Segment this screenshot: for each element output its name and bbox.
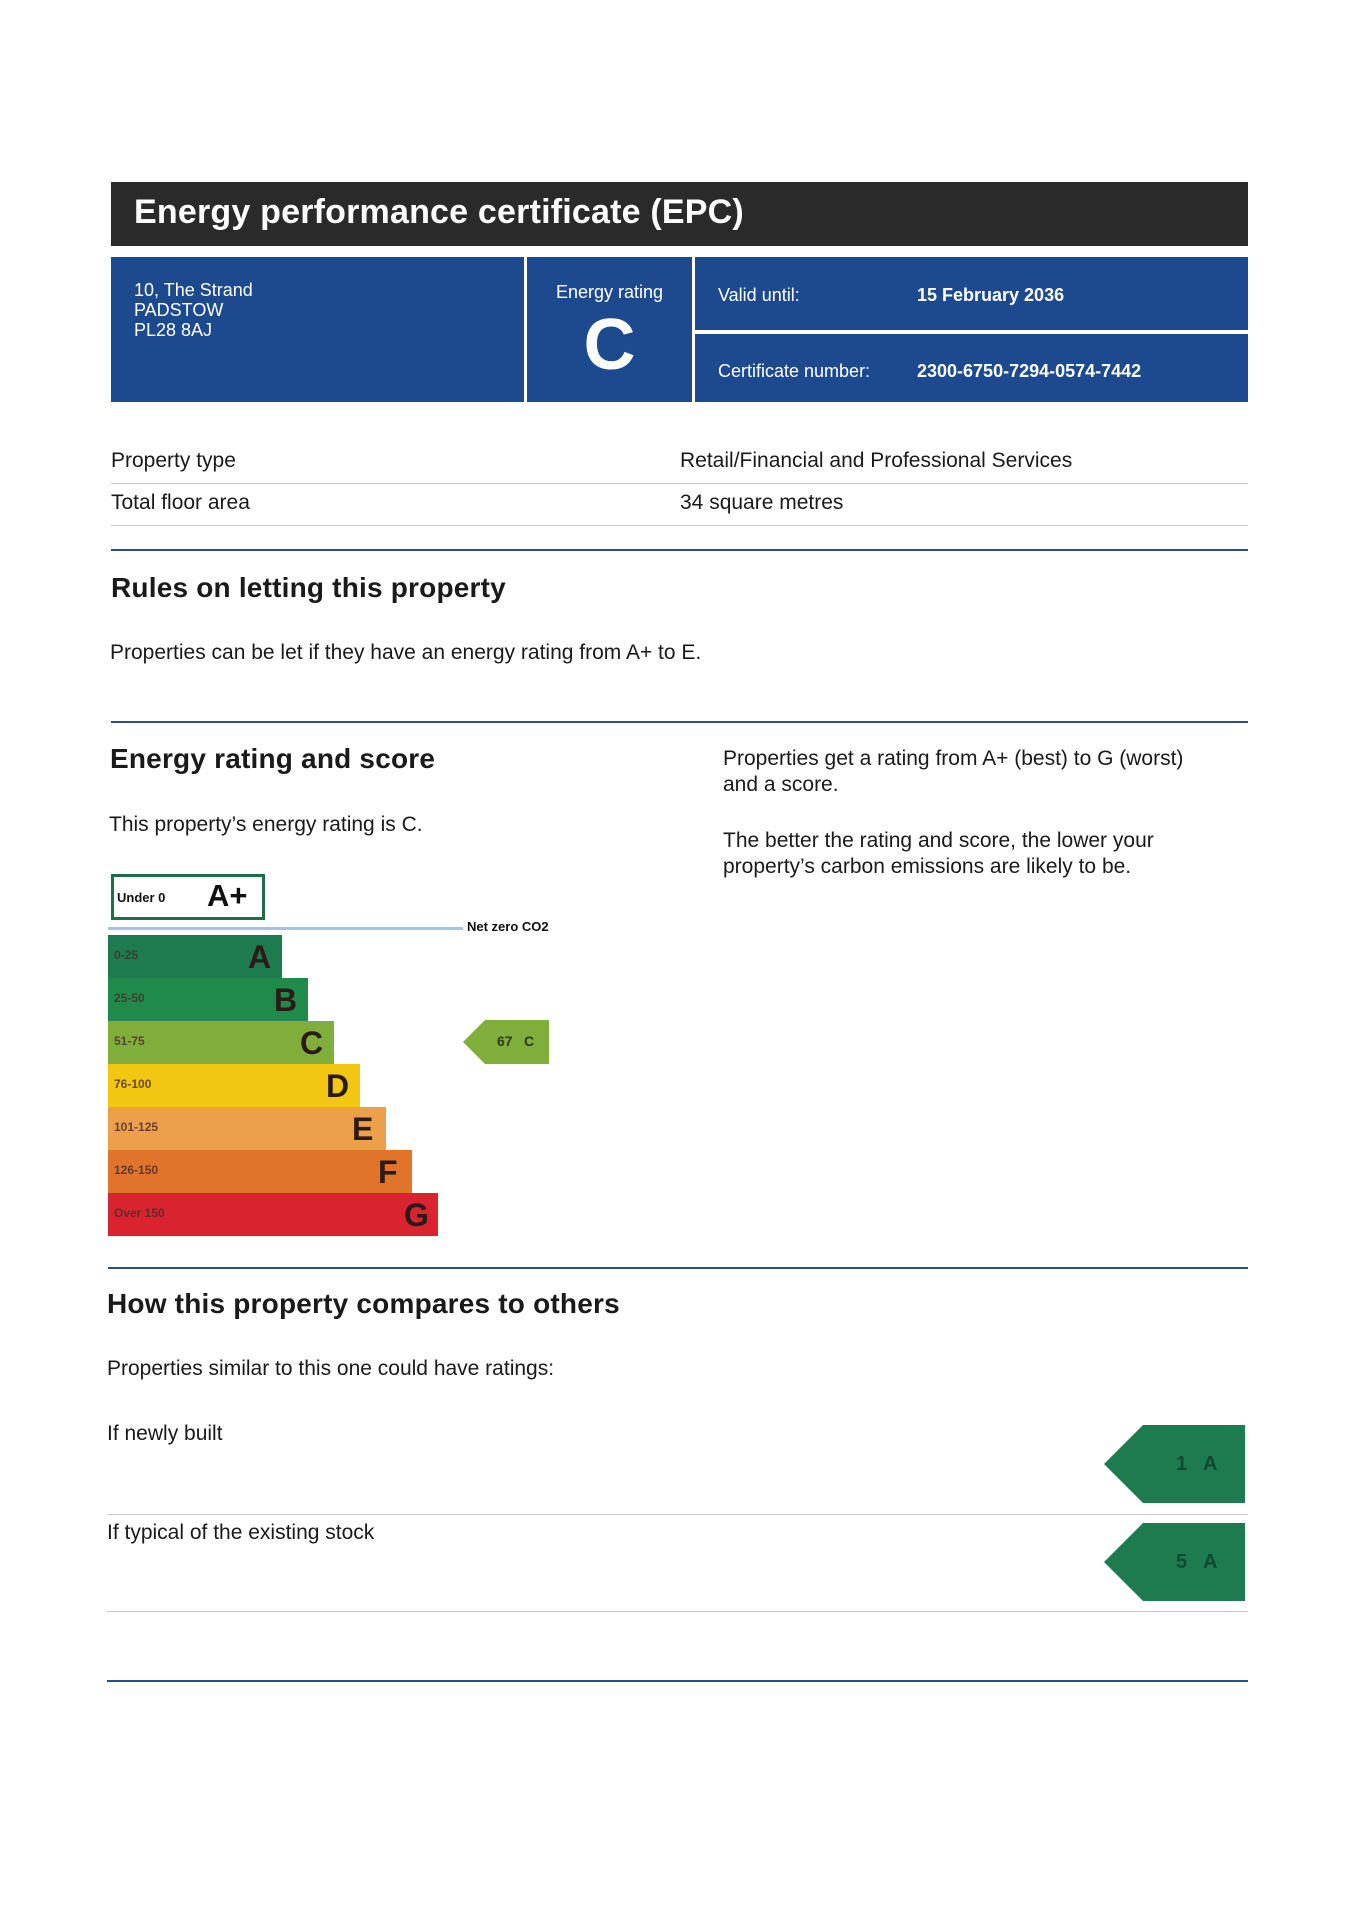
rating-band-aplus: Under 0 A+ <box>111 874 265 920</box>
rating-band-b: 25-50 B <box>108 978 308 1021</box>
divider <box>107 1611 1248 1612</box>
band-range: 126-150 <box>114 1163 159 1177</box>
band-range: 101-125 <box>114 1120 159 1134</box>
rating-info-line-3: The better the rating and score, the low… <box>723 829 1154 852</box>
compare-arrow <box>1104 1523 1245 1601</box>
compare-letter: A <box>1203 1551 1218 1573</box>
band-letter: F <box>378 1154 398 1190</box>
band-range-aplus: Under 0 <box>117 890 166 905</box>
current-score: 67 <box>497 1033 513 1049</box>
band-range: 76-100 <box>114 1077 152 1091</box>
property-type-value: Retail/Financial and Professional Servic… <box>680 449 1073 472</box>
rating-info-line-4: property’s carbon emissions are likely t… <box>723 855 1132 878</box>
certificate-title: Energy performance certificate (EPC) <box>134 193 744 231</box>
band-letter: E <box>352 1111 374 1147</box>
rating-band-c: 51-75 C <box>108 1021 334 1064</box>
band-letter-aplus: A+ <box>207 878 248 913</box>
valid-until-box: Valid until: 15 February 2036 <box>695 257 1248 330</box>
rating-heading: Energy rating and score <box>110 743 436 774</box>
band-letter: A <box>248 939 272 975</box>
valid-until-label: Valid until: <box>718 285 800 305</box>
certificate-number-label: Certificate number: <box>718 361 871 381</box>
band-range: Over 150 <box>114 1206 165 1220</box>
address-line-2: PADSTOW <box>134 300 224 320</box>
band-range: 0-25 <box>114 948 139 962</box>
address-line-3: PL28 8AJ <box>134 320 213 340</box>
address-line-1: 10, The Strand <box>134 280 253 300</box>
compare-row-label: If typical of the existing stock <box>107 1521 375 1544</box>
rating-info-line-1: Properties get a rating from A+ (best) t… <box>723 747 1184 770</box>
compare-arrow <box>1104 1425 1245 1503</box>
compare-heading: How this property compares to others <box>107 1288 620 1319</box>
address-box: 10, The Strand PADSTOW PL28 8AJ <box>111 257 524 402</box>
compare-score: 5 <box>1176 1551 1188 1573</box>
compare-score: 1 <box>1176 1453 1188 1475</box>
compare-letter: A <box>1203 1453 1218 1475</box>
band-letter: B <box>274 982 298 1018</box>
current-rating-arrow <box>463 1020 549 1064</box>
floor-area-label: Total floor area <box>111 491 250 514</box>
section-divider <box>108 1267 1248 1269</box>
section-divider <box>107 1680 1248 1682</box>
divider <box>111 483 1248 484</box>
band-letter: D <box>326 1068 350 1104</box>
band-letter: C <box>300 1025 324 1061</box>
certificate-number-box: Certificate number: 2300-6750-7294-0574-… <box>695 334 1248 402</box>
band-range: 51-75 <box>114 1034 145 1048</box>
band-letter: G <box>404 1197 429 1233</box>
energy-rating-box: Energy rating C <box>527 257 692 402</box>
current-letter: C <box>524 1033 535 1049</box>
band-range: 25-50 <box>114 991 145 1005</box>
rating-band-f: 126-150 F <box>108 1150 412 1193</box>
rating-band-e: 101-125 E <box>108 1107 386 1150</box>
compare-row-label: If newly built <box>107 1422 223 1445</box>
compare-text: Properties similar to this one could hav… <box>107 1357 555 1380</box>
valid-until-value: 15 February 2036 <box>917 285 1065 305</box>
property-type-label: Property type <box>111 449 236 472</box>
divider <box>111 525 1248 526</box>
certificate-title-bar: Energy performance certificate (EPC) <box>111 182 1248 246</box>
certificate-number-value: 2300-6750-7294-0574-7442 <box>917 361 1142 381</box>
rating-text: This property’s energy rating is C. <box>109 813 423 836</box>
letting-text: Properties can be let if they have an en… <box>110 641 702 664</box>
rating-band-d: 76-100 D <box>108 1064 360 1107</box>
net-zero-label: Net zero CO2 <box>467 919 549 934</box>
net-zero-line <box>108 927 463 930</box>
rating-info-line-2: and a score. <box>723 773 839 796</box>
letting-heading: Rules on letting this property <box>111 572 506 603</box>
energy-rating-letter: C <box>583 305 636 385</box>
section-divider <box>111 549 1248 551</box>
energy-rating-label: Energy rating <box>555 282 664 302</box>
divider <box>107 1514 1248 1515</box>
section-divider <box>111 721 1248 723</box>
rating-band-a: 0-25 A <box>108 935 282 978</box>
floor-area-value: 34 square metres <box>680 491 844 514</box>
rating-band-g: Over 150 G <box>108 1193 438 1236</box>
